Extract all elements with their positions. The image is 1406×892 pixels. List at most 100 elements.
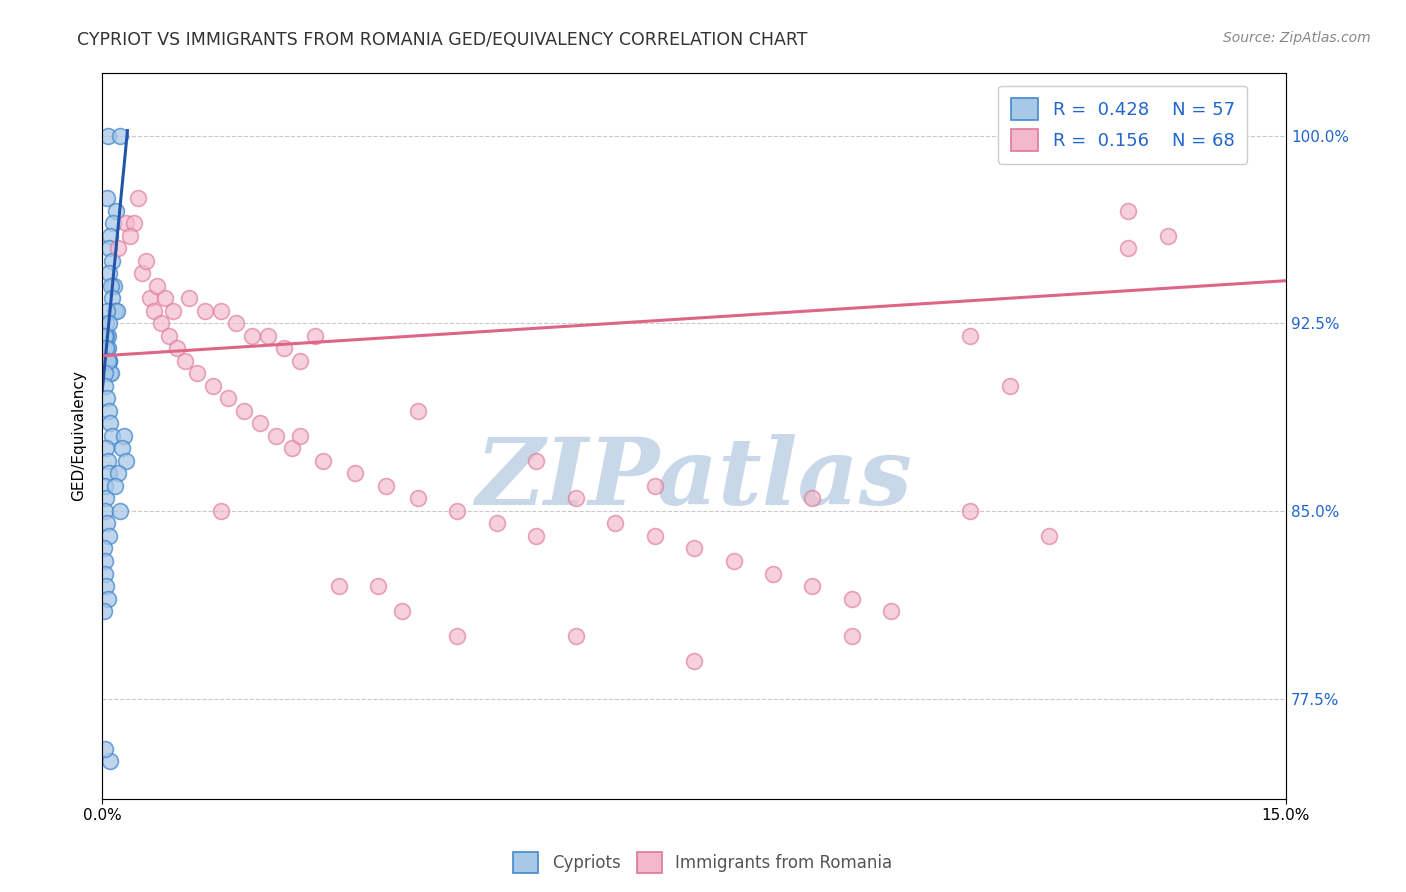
Point: [605, 516, 627, 531]
Point: [328, 579, 350, 593]
Legend: R =  0.428    N = 57, R =  0.156    N = 68: R = 0.428 N = 57, R = 0.156 N = 68: [998, 86, 1247, 164]
Point: [138, 291, 160, 305]
Point: [880, 604, 903, 618]
Point: [446, 629, 468, 643]
Point: [273, 341, 295, 355]
Point: [98, 467, 121, 481]
Point: [801, 579, 824, 593]
Text: Source: ZipAtlas.com: Source: ZipAtlas.com: [1223, 31, 1371, 45]
Point: [122, 216, 145, 230]
Point: [118, 228, 141, 243]
Point: [104, 479, 127, 493]
Point: [186, 366, 208, 380]
Point: [683, 654, 706, 668]
Point: [97, 353, 120, 368]
Point: [93, 604, 115, 618]
Point: [94, 379, 117, 393]
Point: [97, 128, 120, 143]
Point: [127, 191, 149, 205]
Point: [111, 442, 134, 456]
Point: [101, 291, 124, 305]
Point: [93, 479, 115, 493]
Point: [644, 479, 666, 493]
Point: [683, 541, 706, 556]
Point: [155, 291, 177, 305]
Point: [524, 529, 547, 543]
Point: [959, 328, 981, 343]
Point: [96, 579, 118, 593]
Point: [375, 479, 398, 493]
Point: [97, 454, 120, 468]
Point: [194, 303, 217, 318]
Point: [209, 504, 232, 518]
Point: [644, 529, 666, 543]
Point: [98, 266, 121, 280]
Point: [209, 303, 232, 318]
Point: [146, 278, 169, 293]
Point: [1116, 241, 1139, 255]
Point: [100, 253, 122, 268]
Point: [225, 316, 247, 330]
Point: [105, 203, 128, 218]
Point: [97, 316, 120, 330]
Point: [1156, 228, 1178, 243]
Point: [257, 328, 280, 343]
Point: [218, 392, 240, 406]
Point: [142, 303, 165, 318]
Point: [288, 353, 311, 368]
Point: [288, 429, 311, 443]
Point: [959, 504, 981, 518]
Point: [264, 429, 287, 443]
Point: [94, 328, 117, 343]
Point: [446, 504, 468, 518]
Point: [174, 353, 197, 368]
Point: [100, 366, 122, 380]
Point: [93, 566, 115, 581]
Legend: Cypriots, Immigrants from Romania: Cypriots, Immigrants from Romania: [506, 846, 900, 880]
Point: [112, 429, 135, 443]
Point: [841, 629, 863, 643]
Point: [105, 303, 128, 318]
Point: [98, 754, 121, 768]
Point: [96, 191, 118, 205]
Point: [1038, 529, 1060, 543]
Point: [108, 128, 131, 143]
Point: [93, 366, 115, 380]
Point: [723, 554, 745, 568]
Point: [97, 241, 120, 255]
Point: [157, 328, 180, 343]
Point: [135, 253, 157, 268]
Point: [564, 491, 586, 506]
Point: [841, 591, 863, 606]
Point: [96, 328, 118, 343]
Text: ZIPatlas: ZIPatlas: [475, 434, 912, 524]
Point: [97, 353, 120, 368]
Point: [100, 429, 122, 443]
Point: [97, 529, 120, 543]
Point: [233, 404, 256, 418]
Point: [98, 228, 121, 243]
Point: [96, 491, 118, 506]
Point: [177, 291, 200, 305]
Point: [93, 541, 115, 556]
Point: [304, 328, 326, 343]
Y-axis label: GED/Equivalency: GED/Equivalency: [72, 370, 86, 501]
Point: [97, 404, 120, 418]
Point: [280, 442, 302, 456]
Point: [107, 467, 129, 481]
Point: [94, 328, 117, 343]
Point: [162, 303, 184, 318]
Point: [367, 579, 389, 593]
Point: [107, 241, 129, 255]
Point: [312, 454, 335, 468]
Point: [998, 379, 1021, 393]
Point: [96, 392, 118, 406]
Point: [166, 341, 188, 355]
Point: [131, 266, 153, 280]
Point: [98, 417, 121, 431]
Point: [762, 566, 785, 581]
Point: [564, 629, 586, 643]
Point: [343, 467, 366, 481]
Point: [406, 491, 429, 506]
Point: [103, 278, 125, 293]
